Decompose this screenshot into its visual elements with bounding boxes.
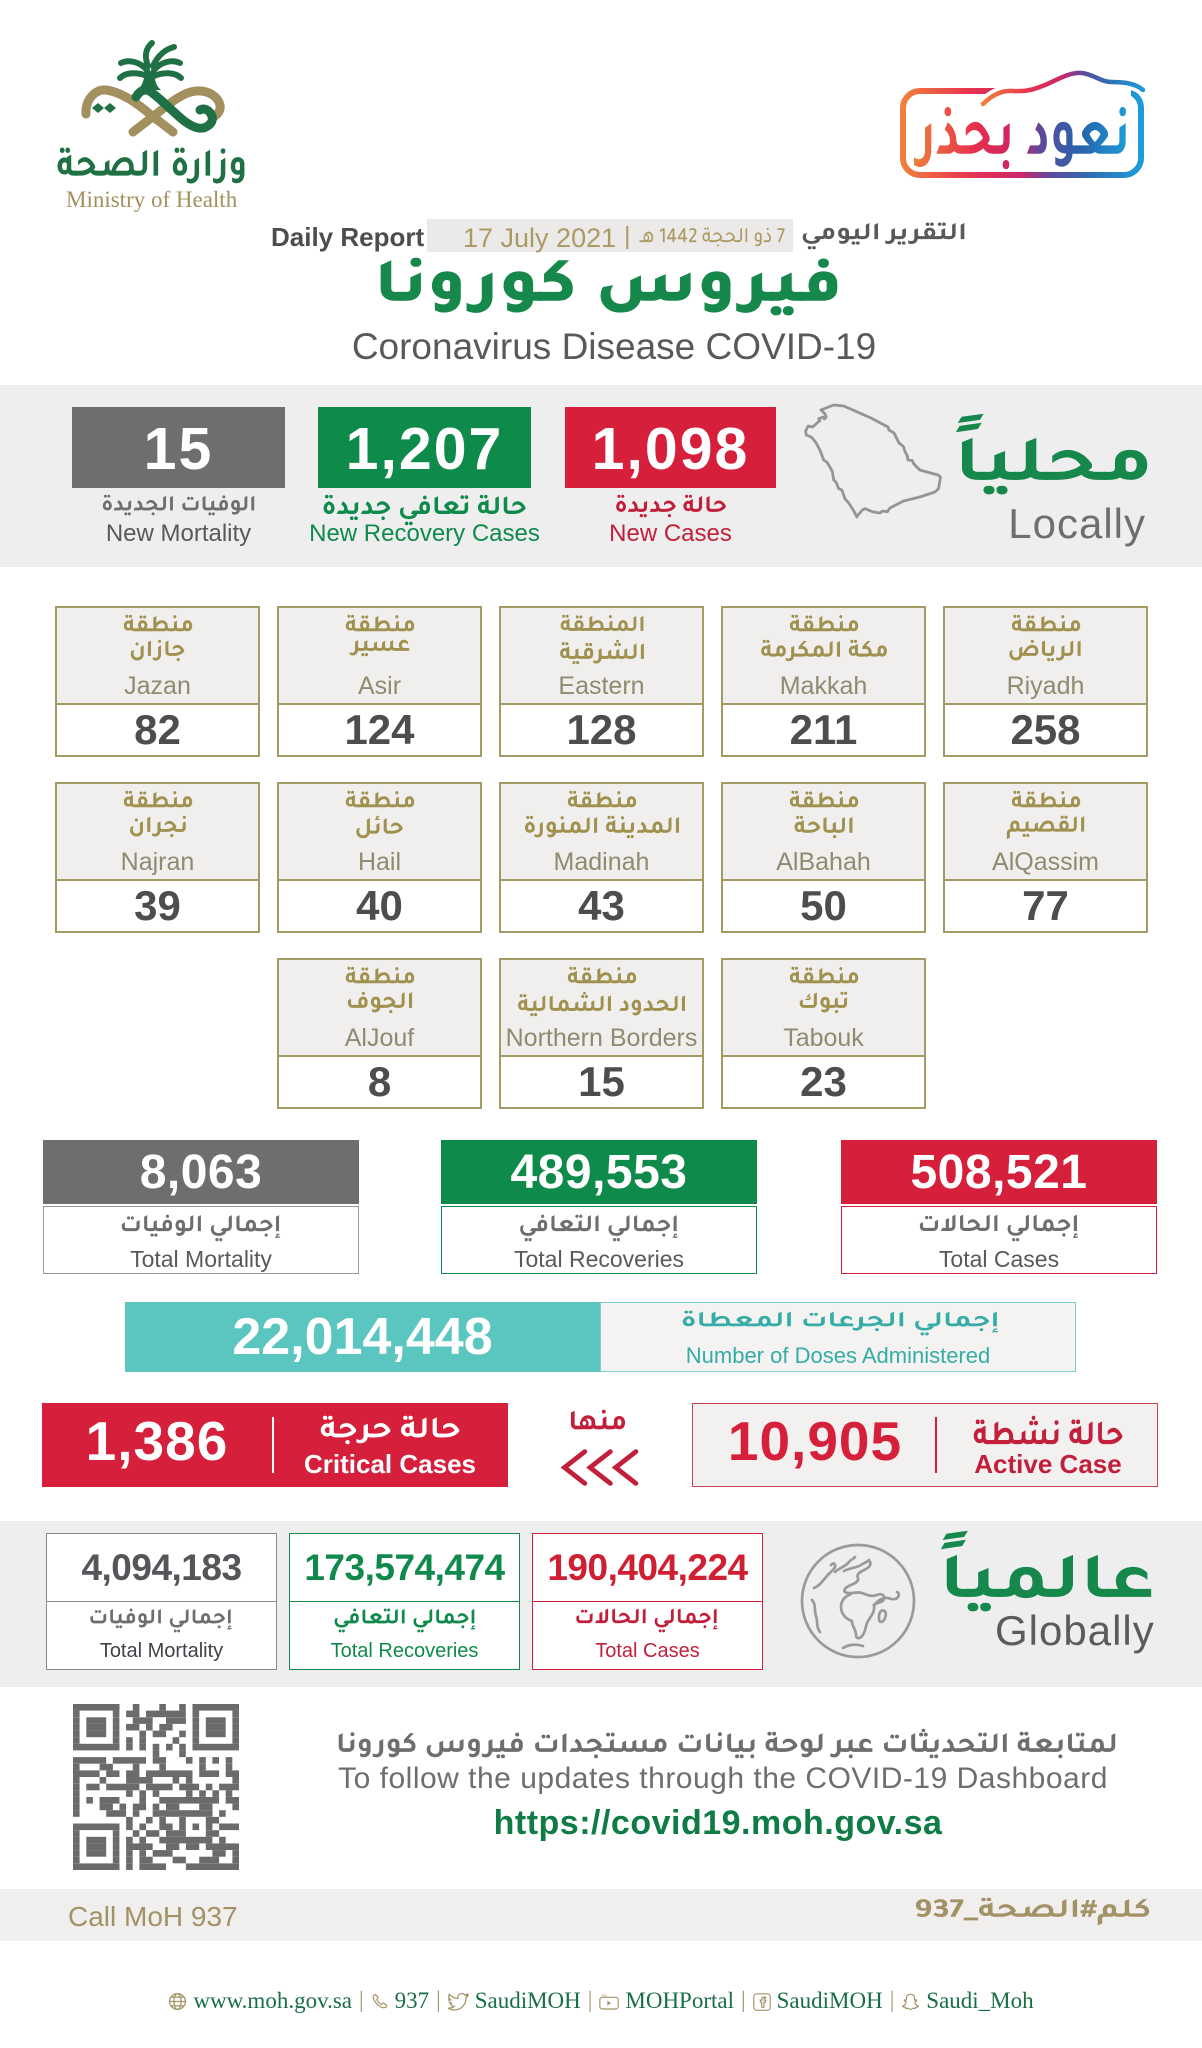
svg-text:You: You (602, 1993, 608, 1997)
